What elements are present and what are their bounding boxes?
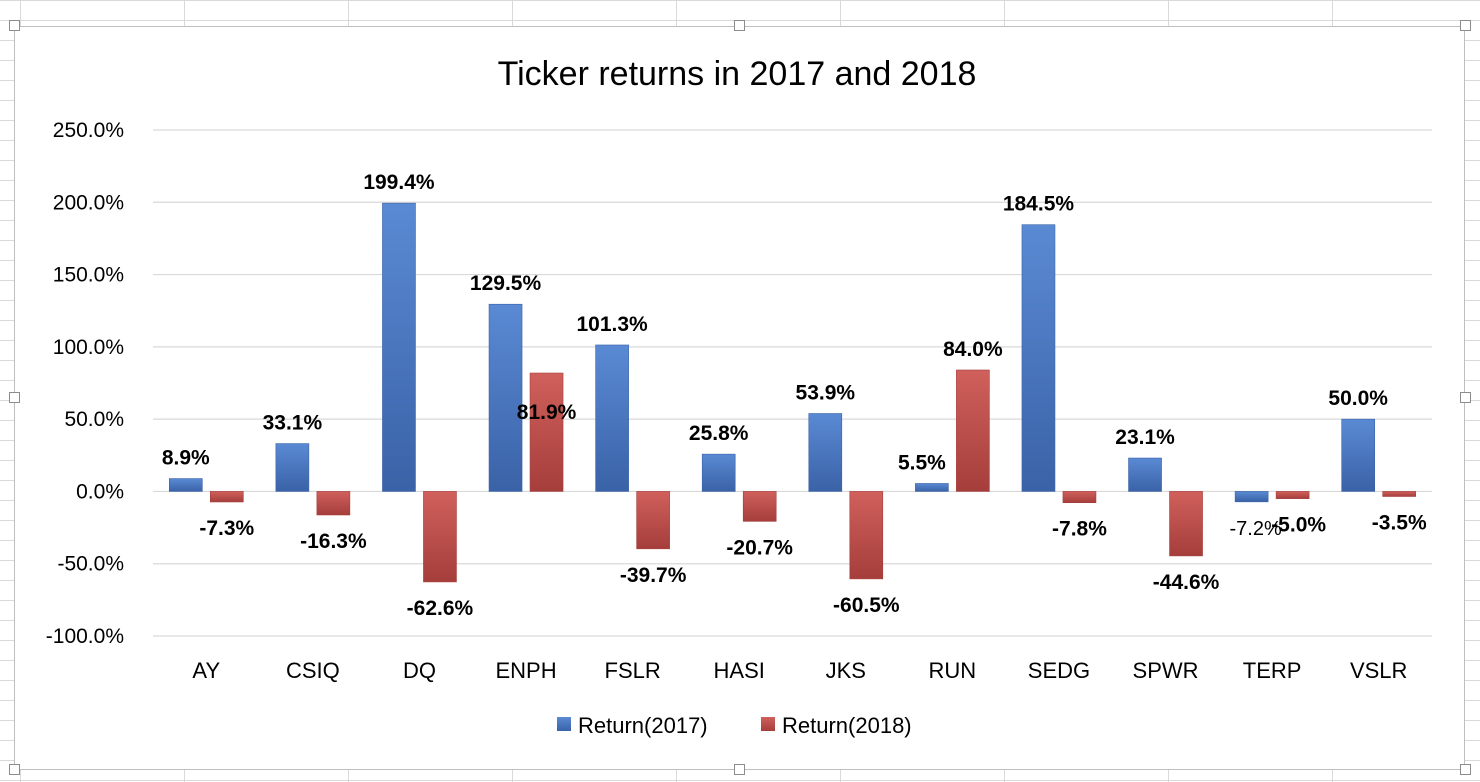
resize-handle-top-right[interactable] bbox=[1460, 20, 1471, 31]
bar-jks-2017[interactable] bbox=[808, 413, 843, 492]
bar-ay-2018[interactable] bbox=[209, 491, 244, 503]
legend-swatch-2017 bbox=[557, 717, 571, 731]
data-label: -39.7% bbox=[620, 564, 687, 587]
bar-spwr-2018[interactable] bbox=[1169, 491, 1203, 557]
bar-ay-2017[interactable] bbox=[168, 478, 203, 492]
bar-fslr-2018[interactable] bbox=[636, 491, 670, 550]
y-tick-label: 200.0% bbox=[53, 191, 124, 214]
bar-sedg-2017[interactable] bbox=[1021, 224, 1056, 492]
x-tick-dq: DQ bbox=[403, 658, 436, 683]
data-label: -44.6% bbox=[1153, 571, 1220, 594]
x-tick-csiq: CSIQ bbox=[286, 658, 340, 683]
bar-enph-2017[interactable] bbox=[488, 303, 523, 492]
y-tick-label: 250.0% bbox=[53, 119, 124, 142]
bar-csiq-2017[interactable] bbox=[275, 443, 310, 492]
x-axis-ticks: AY CSIQ DQ ENPH FSLR HASI JKS RUN SEDG SPWR TERP VS… bbox=[192, 658, 1407, 683]
legend-label-2017: Return(2017) bbox=[578, 713, 708, 738]
data-label: 50.0% bbox=[1328, 387, 1388, 410]
resize-handle-middle-right[interactable] bbox=[1460, 392, 1471, 403]
data-label: -7.2% bbox=[1230, 518, 1282, 540]
chart-title: Ticker returns in 2017 and 2018 bbox=[498, 55, 977, 93]
data-label: 84.0% bbox=[943, 338, 1003, 361]
data-label: 23.1% bbox=[1115, 426, 1175, 449]
resize-handle-top-left[interactable] bbox=[9, 20, 20, 31]
resize-handle-bottom-right[interactable] bbox=[1460, 764, 1471, 775]
resize-handle-bottom-left[interactable] bbox=[9, 764, 20, 775]
bar-run-2017[interactable] bbox=[915, 483, 949, 492]
bar-spwr-2017[interactable] bbox=[1128, 457, 1162, 492]
x-tick-jks: JKS bbox=[826, 658, 866, 683]
data-label: -62.6% bbox=[407, 597, 474, 620]
x-tick-run: RUN bbox=[929, 658, 977, 683]
y-axis-ticks: 250.0% 200.0% 150.0% 100.0% 50.0% 0.0% -50.0% -… bbox=[46, 119, 124, 648]
chart-area[interactable] bbox=[14, 26, 1465, 770]
y-tick-label: 100.0% bbox=[53, 336, 124, 359]
data-labels: 8.9% -7.3% 33.1% -16.3% 199.4% -62.6% 129.5% 81… bbox=[162, 171, 1427, 620]
bar-dq-2018[interactable] bbox=[423, 491, 457, 583]
bars bbox=[168, 202, 1417, 583]
resize-handle-bottom-center[interactable] bbox=[734, 764, 745, 775]
data-label: 199.4% bbox=[363, 171, 435, 194]
data-label: -3.5% bbox=[1372, 511, 1427, 534]
bar-sedg-2018[interactable] bbox=[1062, 491, 1097, 504]
data-label: 5.5% bbox=[898, 451, 946, 474]
y-tick-label: -100.0% bbox=[46, 625, 124, 648]
x-tick-ay: AY bbox=[192, 658, 220, 683]
y-tick-label: 0.0% bbox=[76, 480, 124, 503]
data-label: 53.9% bbox=[796, 382, 856, 405]
bar-terp-2017[interactable] bbox=[1234, 491, 1269, 503]
data-label: 8.9% bbox=[162, 447, 210, 470]
data-label: 33.1% bbox=[263, 412, 323, 435]
bar-vslr-2017[interactable] bbox=[1341, 418, 1376, 492]
data-label: 129.5% bbox=[470, 272, 542, 295]
bar-terp-2018[interactable] bbox=[1275, 491, 1310, 499]
bar-fslr-2017[interactable] bbox=[595, 344, 629, 492]
x-tick-enph: ENPH bbox=[495, 658, 556, 683]
bar-enph-2018[interactable] bbox=[529, 372, 564, 492]
y-tick-label: 50.0% bbox=[64, 408, 124, 431]
data-label: -16.3% bbox=[300, 530, 367, 553]
y-tick-label: -50.0% bbox=[57, 553, 124, 576]
data-label: -7.3% bbox=[199, 517, 254, 540]
y-tick-label: 150.0% bbox=[53, 264, 124, 287]
data-label: -60.5% bbox=[833, 594, 900, 617]
data-label: -20.7% bbox=[726, 536, 793, 559]
data-label: 101.3% bbox=[577, 313, 649, 336]
data-label: 81.9% bbox=[517, 401, 577, 424]
data-label: -5.0% bbox=[1271, 514, 1326, 537]
data-label: 184.5% bbox=[1003, 193, 1075, 216]
x-tick-spwr: SPWR bbox=[1133, 658, 1199, 683]
legend-swatch-2018 bbox=[761, 717, 775, 731]
x-tick-sedg: SEDG bbox=[1028, 658, 1090, 683]
x-tick-vslr: VSLR bbox=[1350, 658, 1407, 683]
bar-dq-2017[interactable] bbox=[382, 202, 416, 492]
resize-handle-top-center[interactable] bbox=[734, 20, 745, 31]
bar-jks-2018[interactable] bbox=[849, 491, 884, 580]
bar-run-2018[interactable] bbox=[956, 369, 990, 492]
bar-hasi-2018[interactable] bbox=[742, 491, 777, 522]
gridlines bbox=[153, 129, 1432, 637]
bar-vslr-2018[interactable] bbox=[1382, 491, 1417, 497]
resize-handle-middle-left[interactable] bbox=[9, 392, 20, 403]
bar-csiq-2018[interactable] bbox=[316, 491, 351, 516]
data-label: 25.8% bbox=[689, 422, 749, 445]
legend: Return(2017) Return(2018) bbox=[557, 713, 912, 738]
data-label: -7.8% bbox=[1052, 518, 1107, 541]
x-tick-hasi: HASI bbox=[714, 658, 765, 683]
bar-hasi-2017[interactable] bbox=[701, 453, 736, 492]
x-tick-terp: TERP bbox=[1243, 658, 1302, 683]
x-tick-fslr: FSLR bbox=[605, 658, 661, 683]
legend-label-2018: Return(2018) bbox=[782, 713, 912, 738]
